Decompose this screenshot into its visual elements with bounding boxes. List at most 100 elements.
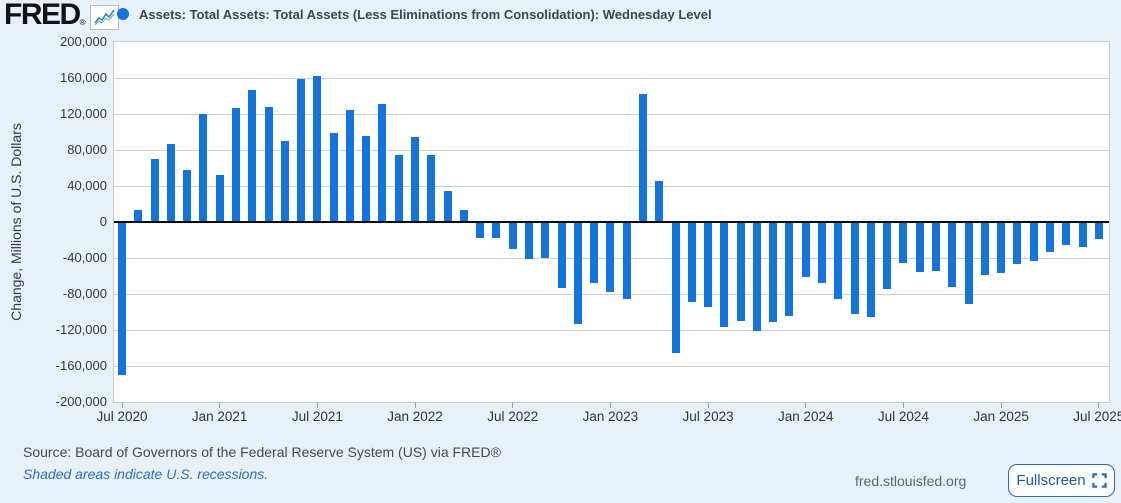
x-tick-mark (1000, 403, 1002, 408)
plot-area (113, 41, 1110, 403)
bar[interactable] (606, 222, 615, 293)
bar[interactable] (704, 222, 713, 307)
x-tick-mark (121, 403, 123, 408)
x-tick-mark (414, 403, 416, 408)
legend-series-dot (117, 8, 129, 20)
gridline (114, 77, 1109, 79)
bar[interactable] (915, 222, 924, 273)
bar[interactable] (850, 222, 859, 314)
bar[interactable] (118, 222, 126, 375)
y-tick-label: 40,000 (67, 178, 107, 193)
bar[interactable] (932, 222, 940, 271)
bar[interactable] (329, 132, 338, 222)
x-tick-mark (1098, 403, 1100, 408)
bar[interactable] (866, 222, 875, 317)
bar[interactable] (899, 222, 908, 263)
series-title[interactable]: Assets: Total Assets: Total Assets (Less… (139, 7, 712, 22)
source-text: Source: Board of Governors of the Federa… (23, 444, 501, 460)
bar[interactable] (655, 180, 664, 222)
bar[interactable] (427, 154, 436, 222)
bar[interactable] (883, 222, 892, 289)
bar[interactable] (1078, 222, 1087, 248)
bar[interactable] (508, 222, 517, 249)
fullscreen-button[interactable]: Fullscreen (1008, 464, 1115, 497)
recession-note-link[interactable]: Shaded areas indicate U.S. recessions. (23, 466, 269, 482)
bar[interactable] (752, 222, 761, 331)
bar[interactable] (687, 222, 696, 303)
x-tick-mark (219, 403, 221, 408)
x-tick-label: Jul 2023 (682, 409, 734, 424)
bar[interactable] (769, 222, 778, 322)
bar[interactable] (362, 135, 371, 222)
bar[interactable] (264, 106, 273, 222)
bar[interactable] (166, 143, 175, 222)
bar[interactable] (378, 104, 387, 222)
bar[interactable] (557, 222, 566, 288)
bar[interactable] (150, 159, 159, 222)
bar[interactable] (297, 78, 306, 222)
bar[interactable] (801, 222, 810, 277)
bar[interactable] (345, 109, 354, 222)
bar[interactable] (231, 107, 240, 222)
x-tick-label: Jan 2021 (191, 409, 248, 424)
bar[interactable] (834, 222, 843, 300)
bar[interactable] (590, 222, 599, 284)
bar[interactable] (622, 222, 631, 300)
y-tick-label: -80,000 (62, 286, 107, 301)
x-tick-label: Jan 2024 (777, 409, 834, 424)
bar[interactable] (476, 222, 485, 239)
bar[interactable] (964, 222, 973, 304)
x-tick-label: Jul 2024 (877, 409, 929, 424)
x-tick-label: Jan 2023 (582, 409, 639, 424)
bar[interactable] (948, 222, 957, 287)
bar[interactable] (980, 222, 989, 276)
y-tick-label: 80,000 (67, 142, 107, 157)
x-tick-label: Jul 2021 (291, 409, 343, 424)
bar[interactable] (541, 222, 550, 258)
x-tick-mark (316, 403, 318, 408)
line-chart-icon (89, 5, 119, 30)
bar[interactable] (736, 222, 745, 321)
bar[interactable] (573, 222, 582, 324)
y-tick-label: 0 (99, 214, 107, 229)
x-tick-label: Jan 2025 (973, 409, 1029, 424)
bar[interactable] (248, 89, 257, 222)
bar[interactable] (997, 222, 1006, 274)
bar[interactable] (1013, 222, 1022, 265)
bar[interactable] (818, 222, 827, 284)
bar[interactable] (1062, 222, 1071, 246)
bar[interactable] (313, 76, 322, 222)
x-tick-label: Jul 2022 (487, 409, 539, 424)
bar[interactable] (785, 222, 794, 316)
fred-logo[interactable]: FRED ® (4, 0, 119, 30)
bar[interactable] (280, 141, 289, 222)
bar[interactable] (443, 191, 452, 222)
bar[interactable] (215, 175, 224, 222)
bar[interactable] (394, 155, 403, 222)
bar[interactable] (720, 222, 729, 328)
x-tick-mark (902, 403, 904, 408)
bar[interactable] (183, 169, 192, 222)
bar[interactable] (638, 94, 647, 222)
x-tick-mark (609, 403, 611, 408)
y-tick-label: 120,000 (60, 106, 107, 121)
x-tick-mark (512, 403, 514, 408)
gridline (114, 113, 1109, 115)
fred-logo-registered-mark: ® (79, 18, 86, 27)
x-tick-mark (707, 403, 709, 408)
fullscreen-button-label: Fullscreen (1016, 472, 1086, 489)
bar[interactable] (1094, 222, 1103, 240)
x-tick-label: Jul 2025 (1073, 409, 1121, 424)
bar[interactable] (671, 222, 680, 353)
y-tick-label: -200,000 (55, 394, 107, 409)
gridline (114, 293, 1109, 295)
bar[interactable] (134, 210, 143, 222)
bar[interactable] (459, 210, 468, 222)
bar[interactable] (199, 114, 208, 222)
bar[interactable] (1029, 222, 1038, 261)
bar[interactable] (411, 136, 420, 222)
bar[interactable] (492, 222, 501, 239)
bar[interactable] (525, 222, 533, 259)
y-tick-label: -40,000 (62, 250, 107, 265)
bar[interactable] (1045, 222, 1054, 252)
